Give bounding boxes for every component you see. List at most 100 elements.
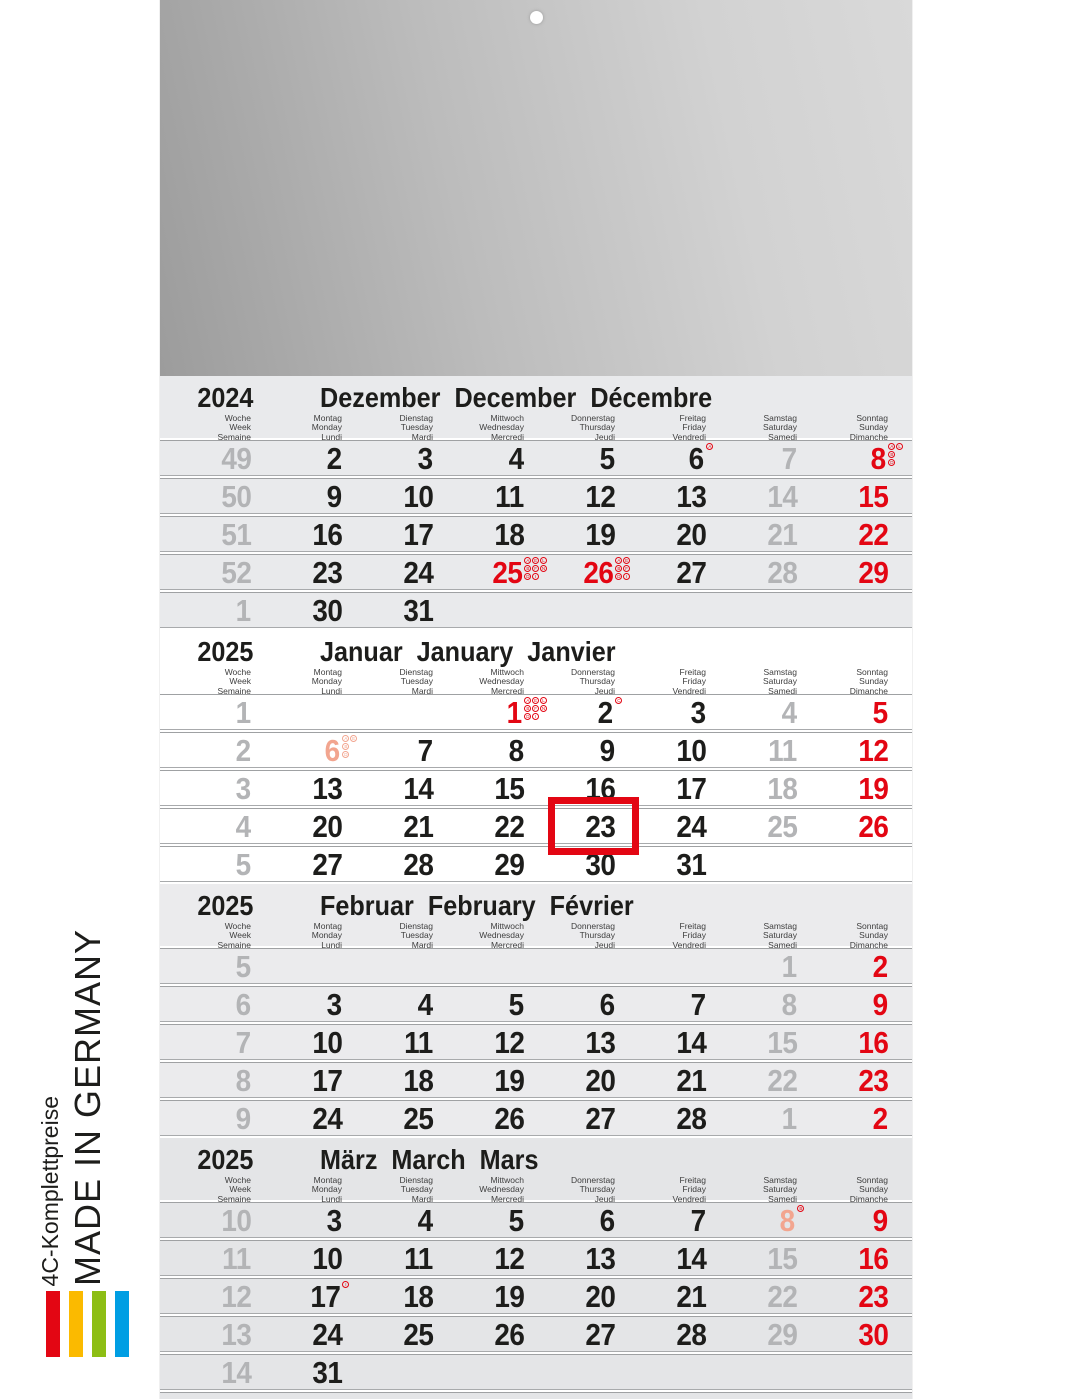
day-cell: 21 xyxy=(766,516,798,552)
month-block: 2025 Januar January Janvier Woche Week Sem… xyxy=(160,630,912,884)
week-row: 7 10 11 12 13 14 15 16 xyxy=(160,1024,912,1060)
week-number: 14 xyxy=(220,1354,252,1390)
week-number: 7 xyxy=(235,1024,252,1060)
weekday-label: Sonntag Sunday Dimanche xyxy=(849,413,888,442)
month-title: Februar February Février xyxy=(320,890,634,921)
holiday-marker-icon: N xyxy=(539,705,547,713)
day-cell: 17 xyxy=(675,770,707,806)
day-cell: 6 xyxy=(599,986,616,1022)
day-cell: 18 xyxy=(402,1062,434,1098)
holiday-marker-icon: I xyxy=(342,1281,350,1289)
holiday-marker-icon: F xyxy=(623,565,631,573)
week-number: 51 xyxy=(220,516,252,552)
day-cell: 8 xyxy=(781,986,798,1022)
week-column-label: Woche Week Semaine xyxy=(217,1175,251,1204)
month-header: 2025 März March Mars Woche Week Semaine Mon… xyxy=(160,1138,912,1203)
weekday-label: Mittwoch Wednesday Mercredi xyxy=(479,667,524,696)
day-cell: 3 xyxy=(326,1202,343,1238)
week-row: 2 6 A B D E 7 8 9 10 11 12 xyxy=(160,732,912,768)
holiday-marker-icon: F xyxy=(532,565,540,573)
empty-day-cell xyxy=(366,695,457,729)
day-cell: 14 xyxy=(675,1240,707,1276)
day-cell: 4 xyxy=(781,694,798,730)
week-number: 49 xyxy=(220,440,252,476)
day-cell: 21 xyxy=(402,808,434,844)
weekday-label: Freitag Friday Vendredi xyxy=(672,1175,706,1204)
day-cell: 27 xyxy=(311,846,343,882)
week-row: 51 16 17 18 19 20 21 22 xyxy=(160,516,912,552)
weekday-label: Samstag Saturday Samedi xyxy=(762,1175,797,1204)
day-cell: 29 xyxy=(493,846,525,882)
month-block: 2025 März March Mars Woche Week Semaine Mon… xyxy=(160,1138,912,1392)
day-cell: 12 xyxy=(857,732,889,768)
day-cell: 20 xyxy=(584,1278,616,1314)
week-number: 9 xyxy=(235,1100,252,1136)
day-cell: 2 xyxy=(872,948,889,984)
week-row: 5 27 28 29 30 31 xyxy=(160,846,912,882)
day-cell: 14 xyxy=(675,1024,707,1060)
month-year: 2025 xyxy=(197,890,254,921)
holiday-marker-icon: L xyxy=(539,697,547,705)
day-cell: 31 xyxy=(402,592,434,628)
week-number: 1 xyxy=(235,592,252,628)
day-cell: 9 xyxy=(872,1202,889,1238)
week-number: 6 xyxy=(235,986,252,1022)
day-cell: 7 xyxy=(417,732,434,768)
weekday-header: Woche Week Semaine Montag Monday Lundi Diensta… xyxy=(160,413,912,442)
day-cell: 9 xyxy=(599,732,616,768)
week-number: 11 xyxy=(222,1240,251,1276)
week-number: 52 xyxy=(220,554,252,590)
empty-day-cell xyxy=(457,593,548,627)
day-cell: 1 xyxy=(781,1100,798,1136)
empty-day-cell xyxy=(639,949,730,983)
empty-day-cell xyxy=(730,593,821,627)
holiday-marker-icon: B xyxy=(524,705,532,713)
day-cell: 16 xyxy=(857,1240,889,1276)
holiday-marker-icon: D xyxy=(888,458,896,466)
empty-day-cell xyxy=(639,1355,730,1389)
day-cell: 20 xyxy=(311,808,343,844)
empty-day-cell xyxy=(457,949,548,983)
holiday-marker-icon: A xyxy=(706,443,714,451)
day-cell: 19 xyxy=(584,516,616,552)
week-column-label: Woche Week Semaine xyxy=(217,667,251,696)
date-slider-cursor[interactable] xyxy=(548,797,639,855)
week-row: 13 24 25 26 27 28 29 30 xyxy=(160,1316,912,1352)
empty-day-cell xyxy=(548,1355,639,1389)
weekday-label: Mittwoch Wednesday Mercredi xyxy=(479,1175,524,1204)
day-cell: 5 xyxy=(872,694,889,730)
day-cell: 22 xyxy=(493,808,525,844)
week-row: 8 17 18 19 20 21 22 23 xyxy=(160,1062,912,1098)
day-cell: 25 xyxy=(402,1100,434,1136)
day-cell: 15 xyxy=(766,1024,798,1060)
day-cell: 23 xyxy=(311,554,343,590)
holiday-marker-icon: N xyxy=(539,565,547,573)
day-cell: 5 xyxy=(508,986,525,1022)
weekday-label: Mittwoch Wednesday Mercredi xyxy=(479,413,524,442)
empty-day-cell xyxy=(548,949,639,983)
day-cell: 13 xyxy=(311,770,343,806)
week-row: 50 9 10 11 12 13 14 15 xyxy=(160,478,912,514)
empty-day-cell xyxy=(730,1355,821,1389)
day-cell: 28 xyxy=(766,554,798,590)
holiday-marker-icon: B xyxy=(524,565,532,573)
holiday-marker-icon: A xyxy=(342,735,350,743)
day-cell: 11 xyxy=(495,478,524,514)
day-cell: 12 xyxy=(493,1240,525,1276)
empty-day-cell xyxy=(821,847,912,881)
empty-day-cell xyxy=(639,593,730,627)
day-cell: 23 xyxy=(857,1278,889,1314)
day-cell: 7 xyxy=(690,986,707,1022)
weekday-label: Donnerstag Thursday Jeudi xyxy=(571,921,615,950)
month-title: März March Mars xyxy=(320,1144,539,1175)
month-title: Dezember December Décembre xyxy=(320,382,713,413)
day-cell: 30 xyxy=(311,592,343,628)
day-cell: 15 xyxy=(493,770,525,806)
calendar-sheet: 20 2 4 Dezember December Décembre Woche Wee… xyxy=(160,0,912,1399)
holiday-marker-icon: A xyxy=(615,557,623,565)
weekday-label: Samstag Saturday Samedi xyxy=(762,921,797,950)
